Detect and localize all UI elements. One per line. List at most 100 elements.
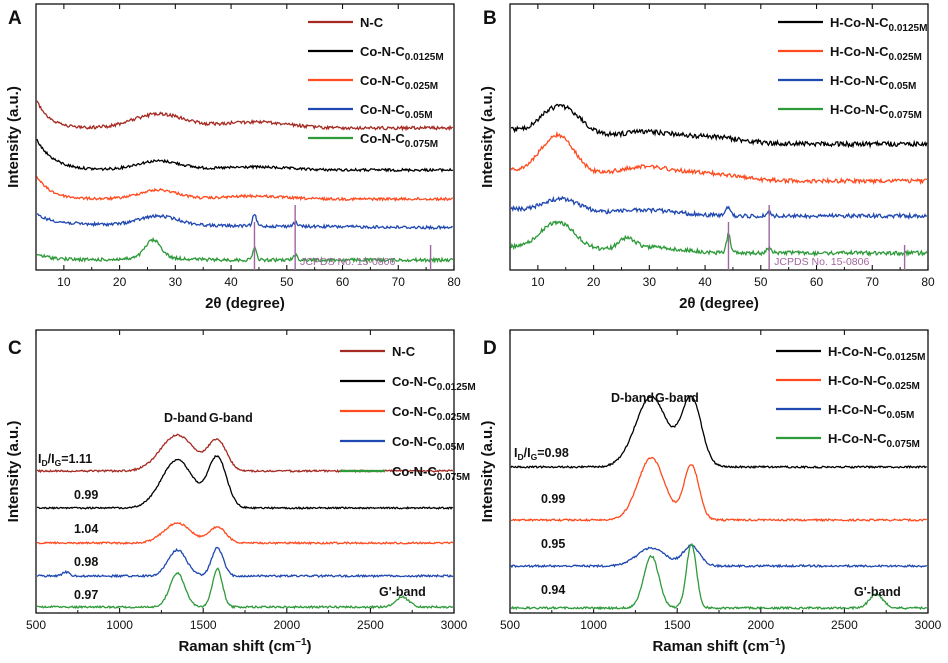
x-tick-label: 500 — [26, 618, 46, 632]
series-line-c05 — [36, 546, 454, 579]
x-tick-label: 2000 — [747, 618, 774, 632]
series-line-c025 — [36, 521, 454, 546]
x-tick-label: 70 — [392, 275, 406, 289]
id-ig-ratio-value: 0.99 — [74, 488, 98, 502]
series-line-h05 — [510, 544, 928, 569]
id-ig-ratio-value: 0.98 — [74, 555, 98, 569]
series-line-nc — [37, 433, 454, 474]
x-tick-label: 10 — [531, 275, 545, 289]
y-axis-title: Intensity (a.u.) — [5, 86, 22, 188]
legend-entry: H-Co-N-C0.075M — [828, 431, 920, 450]
series-line-c075 — [36, 236, 454, 264]
panel-c: C 500 1000 1500 2000 2500 3000 Raman shift (cm−… — [5, 329, 476, 655]
id-ig-ratio-label: ID/IG=1.11 — [38, 452, 92, 468]
x-tick-label: 80 — [447, 275, 461, 289]
x-tick-label: 500 — [500, 618, 520, 632]
x-tick-label: 80 — [921, 275, 935, 289]
series-line-h0125 — [510, 103, 928, 149]
series-line-nc — [36, 100, 453, 132]
d-band-label: D-band — [164, 411, 207, 425]
series-line-h075 — [510, 220, 928, 258]
y-axis-title: Intensity (a.u.) — [5, 421, 22, 523]
legend-entry: H-Co-N-C0.0125M — [828, 344, 925, 363]
x-tick-label: 40 — [698, 275, 712, 289]
x-tick-label: 70 — [866, 275, 880, 289]
x-tick-label: 30 — [643, 275, 657, 289]
series-line-h025 — [510, 130, 928, 186]
legend-entry: H-Co-N-C0.05M — [828, 402, 914, 421]
x-tick-label: 40 — [224, 275, 238, 289]
panel-d: D 500 1000 1500 2000 2500 3000 Raman shift (cm−… — [479, 329, 942, 655]
x-tick-label: 1000 — [106, 618, 133, 632]
legend-entry: H-Co-N-C0.025M — [830, 44, 922, 63]
d-band-label: D-band — [611, 391, 654, 405]
legend-entry: N-C — [392, 344, 416, 359]
x-tick-label: 3000 — [915, 618, 942, 632]
legend-entry: Co-N-C0.05M — [392, 434, 465, 453]
series-line-h075 — [510, 543, 928, 611]
legend-entry: H-Co-N-C0.075M — [830, 102, 922, 121]
panel-letter: C — [8, 338, 22, 359]
g-prime-band-label: G'-band — [379, 585, 426, 599]
series-line-c05 — [36, 213, 453, 231]
g-band-label: G-band — [209, 411, 253, 425]
id-ig-ratio-value: 1.04 — [74, 522, 98, 536]
x-tick-label: 50 — [754, 275, 768, 289]
plot-frame — [35, 3, 455, 271]
y-axis-title: Intensity (a.u.) — [479, 86, 496, 188]
series-line-c0125 — [36, 138, 454, 173]
series-line-c0125 — [36, 455, 454, 510]
id-ig-ratio-value: 0.97 — [74, 588, 98, 602]
x-tick-label: 3000 — [441, 618, 468, 632]
x-tick-label: 20 — [113, 275, 127, 289]
x-tick-label: 30 — [169, 275, 183, 289]
x-tick-label: 1500 — [664, 618, 691, 632]
panel-a: A 10 20 30 40 50 60 70 80 2θ (degree) Intensity (a… — [5, 3, 461, 312]
x-tick-label: 1500 — [190, 618, 217, 632]
x-axis-title: Raman shift (cm−1) — [652, 637, 785, 655]
g-band-label: G-band — [655, 391, 699, 405]
x-tick-label: 1000 — [580, 618, 607, 632]
legend-entry: N-C — [360, 15, 384, 30]
legend-entry: H-Co-N-C0.05M — [830, 73, 916, 92]
legend-entry: H-Co-N-C0.025M — [828, 373, 920, 392]
panel-b: B 10 20 30 40 50 60 70 80 2θ (degree) Intensity (a… — [479, 3, 935, 312]
panel-letter: A — [8, 8, 22, 29]
panel-letter: B — [483, 8, 497, 29]
series-line-h025 — [510, 456, 927, 523]
legend-entry: Co-N-C0.075M — [392, 464, 470, 483]
reference-label: JCPDS No. 15-0806 — [774, 256, 869, 268]
x-axis-title: Raman shift (cm−1) — [178, 637, 311, 655]
id-ig-ratio-label: ID/IG=0.98 — [514, 446, 569, 462]
g-prime-band-label: G'-band — [854, 585, 901, 599]
legend-entry: Co-N-C0.025M — [360, 73, 438, 92]
id-ig-ratio-value: 0.94 — [541, 583, 565, 597]
id-ig-ratio-value: 0.99 — [541, 492, 565, 506]
id-ig-ratio-value: 0.95 — [541, 537, 565, 551]
x-axis-title: 2θ (degree) — [679, 295, 759, 312]
x-tick-label: 10 — [57, 275, 71, 289]
y-axis-title: Intensity (a.u.) — [479, 421, 496, 523]
legend-entry: Co-N-C0.025M — [392, 404, 470, 423]
series-line-c025 — [36, 176, 454, 202]
x-tick-label: 50 — [280, 275, 294, 289]
legend-entry: Co-N-C0.0125M — [392, 374, 476, 393]
x-tick-label: 20 — [587, 275, 601, 289]
plot-frame — [509, 3, 929, 271]
legend-entry: H-Co-N-C0.0125M — [830, 15, 927, 34]
legend-entry: Co-N-C0.05M — [360, 102, 433, 121]
series-line-h05 — [510, 195, 928, 221]
panel-letter: D — [483, 338, 497, 359]
reference-label: JCPDS No. 15-0806 — [300, 256, 395, 268]
x-tick-label: 2500 — [357, 618, 384, 632]
x-tick-label: 2000 — [273, 618, 300, 632]
legend-entry: Co-N-C0.0125M — [360, 44, 444, 63]
series-line-c075 — [36, 567, 454, 610]
series-line-h0125 — [510, 394, 928, 470]
x-tick-label: 60 — [336, 275, 350, 289]
x-tick-label: 2500 — [831, 618, 858, 632]
legend-entry: Co-N-C0.075M — [360, 131, 438, 150]
x-axis-title: 2θ (degree) — [205, 295, 285, 312]
x-tick-label: 60 — [810, 275, 824, 289]
